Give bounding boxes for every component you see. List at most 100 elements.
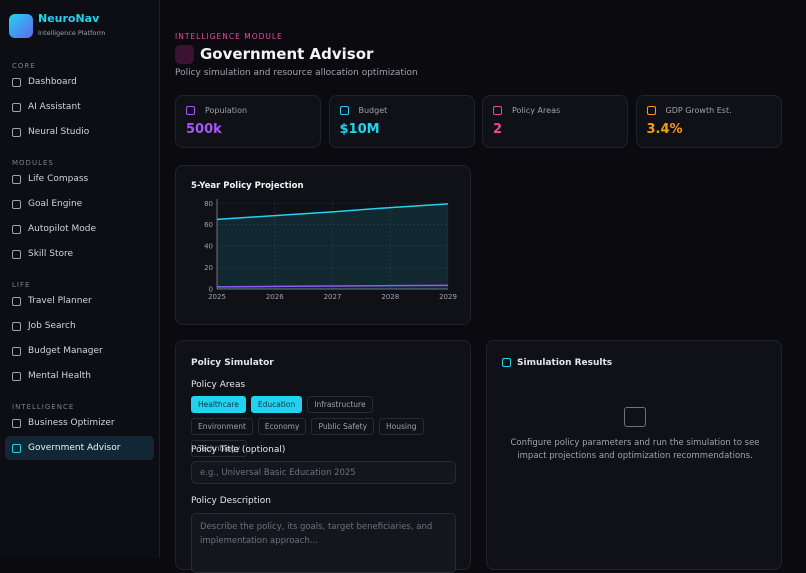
section-title: MODULES (12, 159, 54, 167)
stat-card: Population 500k (175, 95, 321, 148)
stat-card: Budget $10M (328, 95, 475, 148)
nav-icon (12, 346, 21, 356)
nav-item[interactable]: Mental Health (5, 364, 154, 388)
simulator-card: Policy Simulator Policy Areas Healthcare… (175, 340, 471, 573)
nav-label: Budget Manager (28, 346, 103, 356)
area (217, 203, 448, 289)
y-tick-label: 40 (204, 243, 213, 251)
chip[interactable]: Economy (257, 418, 307, 435)
results-card: Simulation Results Configure policy para… (486, 340, 782, 570)
results-icon (502, 358, 511, 367)
nav-icon (12, 127, 21, 137)
nav-icon (12, 249, 21, 259)
description-label: Policy Description (191, 496, 272, 506)
stat-label: Policy Areas (512, 106, 561, 115)
chip[interactable]: Healthcare (191, 396, 246, 413)
results-title: Simulation Results (517, 358, 613, 368)
y-tick-label: 20 (204, 264, 213, 272)
chart: 0 20 40 60 80 2025 2026 2027 2028 2029 (204, 199, 457, 301)
results-placeholder-icon (624, 407, 646, 427)
nav-label: AI Assistant (28, 102, 81, 112)
nav-item[interactable]: Budget Manager (5, 339, 154, 363)
logo (9, 14, 33, 38)
nav-label: Mental Health (28, 371, 91, 381)
stat-label: GDP Growth Est. (665, 106, 732, 115)
nav-item[interactable]: Neural Studio (5, 120, 154, 144)
nav-label: Government Advisor (28, 443, 121, 453)
title-label: Policy Title (optional) (191, 445, 286, 455)
line (216, 203, 449, 221)
nav-label: Autopilot Mode (28, 224, 97, 234)
chart-title: 5-Year Policy Projection (191, 181, 304, 191)
chip[interactable]: Technology (191, 440, 248, 457)
page-subtitle: Policy simulation and resource allocatio… (175, 68, 418, 78)
nav-icon (12, 371, 21, 381)
x-tick-label: 2029 (439, 293, 457, 301)
nav-icon (12, 174, 21, 184)
section-title: INTELLIGENCE (12, 403, 75, 411)
stat-icon (493, 106, 502, 115)
section-title: CORE (12, 62, 36, 70)
nav-label: Life Compass (28, 174, 89, 184)
nav-icon (12, 77, 21, 87)
tagline: Intelligence Platform (38, 29, 106, 37)
nav-item[interactable]: Dashboard (5, 70, 154, 94)
nav-icon (12, 443, 21, 453)
nav-icon (12, 102, 21, 112)
nav-icon (12, 224, 21, 234)
nav-item[interactable]: Skill Store (5, 242, 154, 266)
nav-icon (12, 296, 21, 306)
nav-label: Business Optimizer (28, 418, 115, 428)
chip[interactable]: Education (250, 396, 303, 413)
nav-label: Travel Planner (28, 296, 92, 306)
nav-label: Dashboard (28, 77, 77, 87)
section-title: LIFE (12, 281, 31, 289)
y-tick-label: 80 (204, 200, 213, 208)
sidebar: NeuroNav Intelligence Platform CORE Dashb… (0, 0, 160, 558)
nav-icon (12, 321, 21, 331)
nav-icon (12, 199, 21, 209)
nav-item[interactable]: Job Search (5, 314, 154, 338)
chips: Healthcare Education Infrastructure Environ… (191, 396, 436, 457)
line (216, 284, 449, 288)
stat-card: Policy Areas 2 (482, 95, 628, 148)
x-tick-label: 2027 (324, 293, 342, 301)
areas-label: Policy Areas (191, 380, 246, 390)
chip[interactable]: Infrastructure (307, 396, 373, 413)
nav-label: Job Search (28, 321, 76, 331)
stat-value: $10M (339, 122, 380, 137)
chip[interactable]: Environment (191, 418, 253, 435)
stat-value: 3.4% (646, 122, 683, 137)
stat-label: Population (205, 106, 248, 115)
nav-item[interactable]: Life Compass (5, 167, 154, 191)
nav-item[interactable]: Government Advisor (5, 436, 154, 460)
stat-label: Budget (358, 106, 388, 115)
nav-label: Neural Studio (28, 127, 90, 137)
simulator-title: Policy Simulator (191, 358, 274, 368)
chip[interactable]: Housing (379, 418, 424, 435)
results-message: Configure policy parameters and run the … (510, 438, 760, 461)
nav-item[interactable]: Travel Planner (5, 289, 154, 313)
x-tick-label: 2025 (208, 293, 226, 301)
eyebrow: INTELLIGENCE MODULE (175, 32, 283, 41)
x-tick-label: 2026 (266, 293, 284, 301)
title-icon (175, 45, 194, 64)
nav-item[interactable]: Business Optimizer (5, 411, 154, 435)
stat-icon (646, 106, 656, 115)
app: NeuroNav Intelligence Platform CORE Dashb… (0, 0, 782, 573)
chip[interactable]: Public Safety (311, 418, 375, 435)
x-tick-label: 2028 (381, 293, 399, 301)
nav-item[interactable]: Goal Engine (5, 192, 154, 216)
chart-card: 5-Year Policy Projection 0 20 40 60 80 2025 20… (175, 165, 471, 325)
stat-icon (186, 106, 195, 115)
y-tick-label: 60 (204, 221, 213, 229)
stat-icon (339, 106, 349, 115)
description-input[interactable]: Describe the policy, its goals, target b… (191, 513, 456, 573)
nav-label: Skill Store (28, 249, 74, 259)
title-input[interactable]: e.g., Universal Basic Education 2025 (191, 461, 456, 484)
nav-label: Goal Engine (28, 199, 83, 209)
nav-item[interactable]: AI Assistant (5, 95, 154, 119)
nav-item[interactable]: Autopilot Mode (5, 217, 154, 241)
stat-value: 2 (493, 122, 503, 137)
brand: NeuroNav (38, 12, 100, 25)
